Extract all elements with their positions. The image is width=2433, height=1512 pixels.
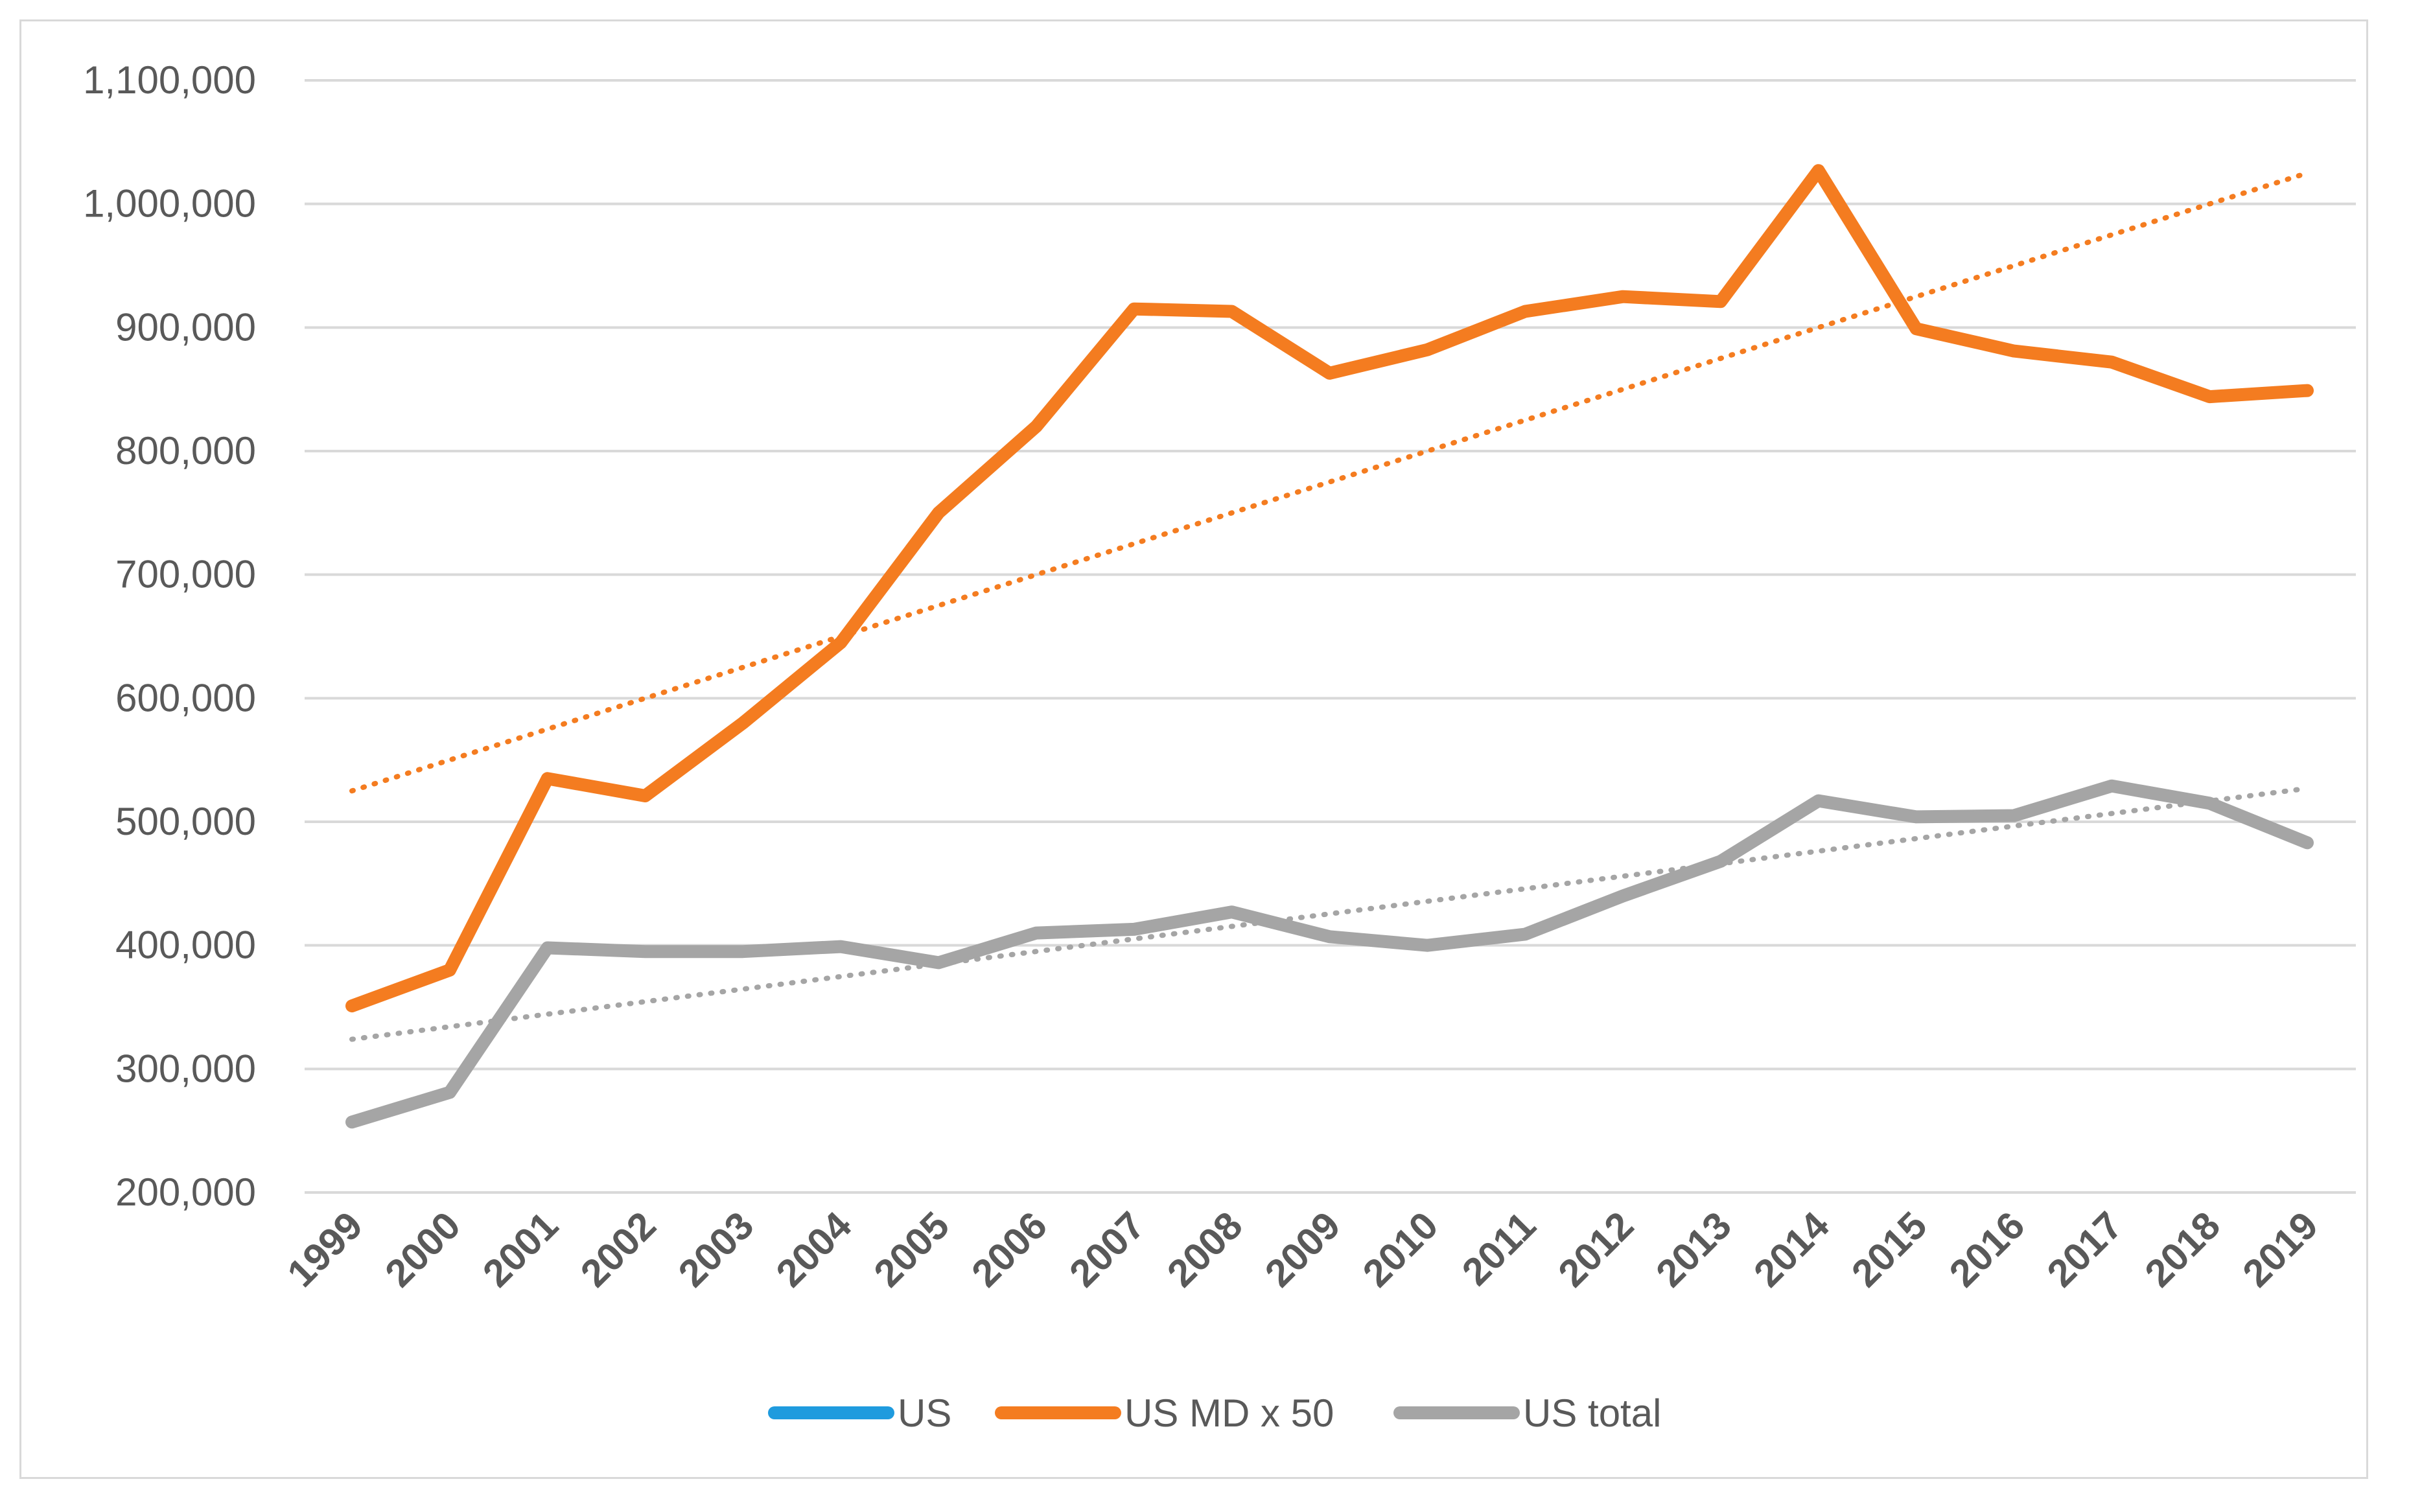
x-tick-label: 2015 xyxy=(1843,1204,1935,1296)
y-tick-label: 400,000 xyxy=(115,924,256,967)
x-tick-label: 2004 xyxy=(768,1203,860,1295)
x-tick-label: 2005 xyxy=(866,1204,958,1296)
y-tick-label: 200,000 xyxy=(115,1170,256,1214)
x-tick-label: 2010 xyxy=(1355,1204,1447,1296)
x-tick-label: 2018 xyxy=(2137,1204,2229,1296)
x-tick-label: 2002 xyxy=(572,1204,664,1296)
y-tick-label: 500,000 xyxy=(115,800,256,843)
x-tick-label: 1999 xyxy=(279,1204,371,1296)
x-axis-ticks: 1999 2000 2001 2002 2003 2004 2005 2006 2007 2008… xyxy=(279,1203,2326,1295)
chart-frame xyxy=(19,19,2368,1479)
x-tick-label: 2014 xyxy=(1745,1203,1837,1295)
x-tick-label: 2000 xyxy=(377,1204,469,1296)
trendline-us-total xyxy=(349,785,2310,1042)
legend: US US MD x 50 US total xyxy=(768,1391,1661,1435)
legend-label: US MD x 50 xyxy=(1124,1391,1334,1435)
trendlines xyxy=(349,170,2310,1042)
trendline-us-md-x-50 xyxy=(349,170,2310,794)
x-tick-label: 2001 xyxy=(474,1204,566,1296)
series-lines xyxy=(345,164,2314,1129)
y-tick-label: 1,100,000 xyxy=(83,58,256,102)
x-tick-label: 2006 xyxy=(963,1204,1055,1296)
x-tick-label: 2007 xyxy=(1061,1204,1153,1296)
x-tick-label: 2008 xyxy=(1159,1204,1251,1296)
gridlines xyxy=(305,79,2356,1194)
x-tick-label: 2003 xyxy=(670,1204,762,1296)
y-tick-label: 300,000 xyxy=(115,1047,256,1090)
y-tick-label: 600,000 xyxy=(115,676,256,719)
x-tick-label: 2012 xyxy=(1550,1204,1642,1296)
legend-label: US total xyxy=(1523,1391,1661,1435)
x-tick-label: 2017 xyxy=(2039,1204,2131,1296)
y-axis-ticks: 200,000 300,000 400,000 500,000 600,000 700,0… xyxy=(83,58,256,1214)
y-tick-label: 1,000,000 xyxy=(83,182,256,226)
x-tick-label: 2019 xyxy=(2234,1204,2326,1296)
series-line-us-total xyxy=(345,779,2314,1129)
x-tick-label: 2013 xyxy=(1647,1204,1740,1296)
legend-label: US xyxy=(898,1391,951,1435)
y-tick-label: 800,000 xyxy=(115,429,256,472)
x-tick-label: 2016 xyxy=(1941,1204,2033,1296)
y-tick-label: 900,000 xyxy=(115,305,256,349)
x-tick-label: 2011 xyxy=(1454,1204,1544,1294)
series-line-us-md-x-50 xyxy=(345,164,2314,1013)
x-tick-label: 2009 xyxy=(1257,1204,1349,1296)
y-tick-label: 700,000 xyxy=(115,553,256,596)
